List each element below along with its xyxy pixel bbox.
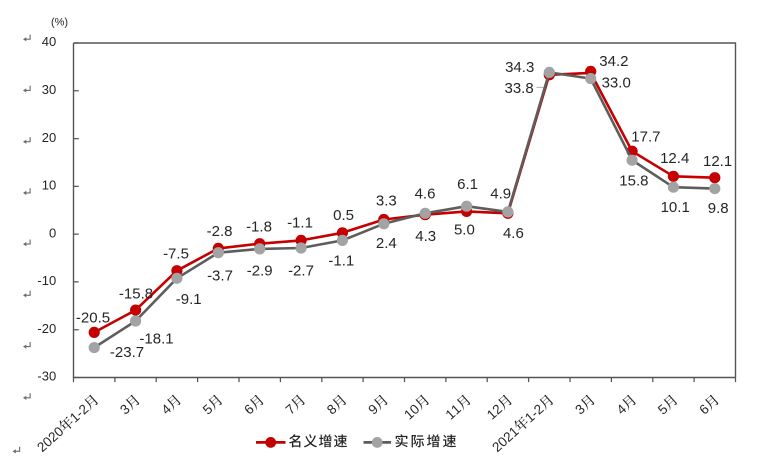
svg-text:-10: -10 [37,273,56,288]
svg-text:15.8: 15.8 [619,173,648,190]
svg-text:3.3: 3.3 [376,193,397,210]
svg-text:4.9: 4.9 [490,185,511,202]
svg-text:-1.1: -1.1 [328,253,354,270]
svg-text:33.8: 33.8 [504,80,533,97]
svg-text:-2.7: -2.7 [288,262,314,279]
svg-text:-18.1: -18.1 [139,330,173,347]
svg-text:-1.8: -1.8 [246,218,272,235]
svg-text:34.3: 34.3 [505,59,534,76]
svg-text:9.8: 9.8 [708,200,729,217]
svg-text:-3.7: -3.7 [207,267,233,284]
svg-text:2.4: 2.4 [376,235,397,252]
svg-text:20: 20 [42,130,56,145]
svg-text:40: 40 [42,34,56,49]
svg-text:4.3: 4.3 [415,228,436,245]
svg-text:0.5: 0.5 [333,207,354,224]
svg-text:10.1: 10.1 [661,199,690,216]
svg-text:33.0: 33.0 [602,74,631,91]
svg-text:-20.5: -20.5 [76,309,110,326]
svg-text:-1.1: -1.1 [287,214,313,231]
svg-text:-2.9: -2.9 [247,262,273,279]
svg-text:17.7: 17.7 [631,129,660,146]
svg-text:-7.5: -7.5 [163,245,189,262]
svg-text:4.6: 4.6 [503,225,524,242]
svg-text:5.0: 5.0 [454,222,475,239]
svg-text:(%): (%) [51,16,68,28]
svg-text:12.1: 12.1 [703,153,732,170]
svg-text:10: 10 [42,178,56,193]
svg-text:-15.8: -15.8 [119,285,153,302]
svg-text:-30: -30 [37,369,56,384]
svg-text:-9.1: -9.1 [176,291,202,308]
svg-text:12.4: 12.4 [660,150,689,167]
svg-text:0: 0 [49,225,56,240]
svg-text:-23.7: -23.7 [110,344,144,361]
svg-text:-20: -20 [37,321,56,336]
svg-text:6.1: 6.1 [457,176,478,193]
svg-text:30: 30 [42,82,56,97]
svg-text:34.2: 34.2 [599,53,628,70]
svg-text:4.6: 4.6 [415,185,436,202]
svg-text:-2.8: -2.8 [207,223,233,240]
